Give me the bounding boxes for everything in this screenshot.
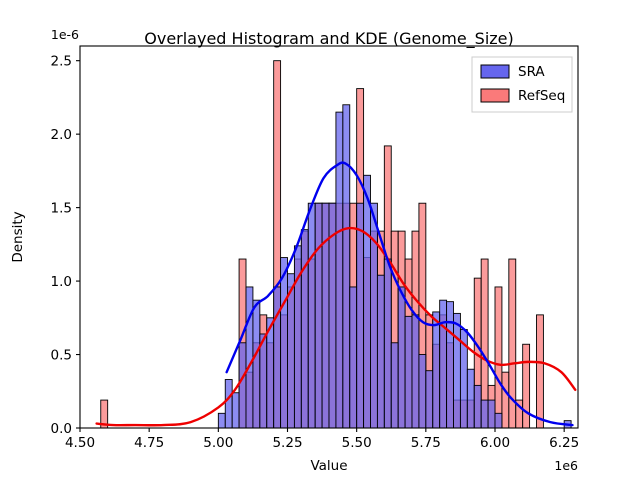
histogram-bar	[335, 111, 344, 429]
x-axis-label: Value	[310, 458, 347, 474]
legend-swatch-refseq	[480, 88, 510, 103]
histogram-bar	[224, 379, 233, 429]
x-tick-label: 6.00	[480, 435, 510, 451]
y-tick-label: 2.0	[51, 127, 72, 143]
histogram-bar	[480, 399, 489, 429]
histogram-bar	[501, 371, 510, 429]
histogram-bar	[300, 229, 309, 429]
x-tick-label: 6.25	[549, 435, 579, 451]
histogram-bar	[238, 342, 247, 429]
histogram-bar	[487, 399, 496, 429]
histogram-bar	[383, 258, 392, 429]
histogram-bar	[418, 354, 427, 429]
histogram-bar	[446, 301, 454, 429]
axes-spines	[79, 45, 579, 429]
x-tick-label: 5.00	[203, 435, 233, 451]
y-tick-label: 0.0	[51, 421, 72, 437]
histogram-bar	[397, 286, 406, 429]
histogram-bar	[494, 286, 503, 429]
kde-curve-sra	[225, 161, 574, 427]
histogram-bar	[536, 314, 544, 429]
histogram-bar	[321, 202, 330, 429]
histogram-bar	[342, 104, 351, 429]
histogram-bar	[432, 311, 441, 429]
x-tick-label: 5.25	[272, 435, 302, 451]
histogram-bar	[349, 286, 358, 429]
histogram-bar	[217, 412, 226, 429]
histogram-bar	[439, 299, 448, 429]
histogram-bar	[266, 317, 275, 429]
y-tick-label: 1.5	[51, 201, 72, 217]
y-axis-offset-text: 1e-6	[51, 27, 79, 42]
histogram-bar	[390, 342, 399, 429]
histogram-bar	[376, 274, 385, 429]
histogram-bar	[307, 202, 316, 429]
histogram-bar	[259, 333, 268, 429]
histogram-bar	[356, 202, 365, 429]
histogram-bar	[425, 370, 434, 429]
histogram-bar	[363, 174, 371, 429]
histogram-bar	[280, 257, 288, 429]
histogram-bar	[473, 384, 482, 429]
histogram-bar	[522, 343, 531, 429]
legend-label-refseq: RefSeq	[518, 88, 565, 104]
histogram-bar	[453, 312, 461, 429]
y-tick-label: 1.0	[51, 274, 72, 290]
histogram-bar	[466, 368, 475, 429]
histogram-bar	[494, 412, 503, 429]
y-axis-label: Density	[10, 211, 26, 262]
x-axis-ticks: 4.50 4.75 5.00 5.25 5.50 5.75 6.00 6.25	[65, 428, 579, 451]
histogram-bar	[245, 286, 254, 429]
legend-swatch-sra	[480, 64, 510, 79]
histogram-bar	[252, 299, 261, 429]
histogram-bar	[231, 392, 240, 429]
chart-title: Overlayed Histogram and KDE (Genome_Size…	[144, 29, 514, 49]
y-tick-label: 0.5	[51, 348, 72, 364]
histogram-bar	[411, 314, 420, 429]
y-axis-ticks: 0.0 0.5 1.0 1.5 2.0 2.5	[51, 54, 80, 437]
histogram-bar	[314, 202, 323, 429]
y-tick-label: 2.5	[51, 54, 72, 70]
legend-label-sra: SRA	[518, 64, 545, 80]
legend[interactable]: SRA RefSeq	[471, 56, 573, 113]
x-tick-label: 5.50	[342, 435, 372, 451]
kde-curve-refseq	[95, 226, 577, 427]
x-tick-label: 4.75	[134, 435, 164, 451]
x-tick-label: 5.75	[411, 435, 441, 451]
histogram-bar	[273, 286, 282, 429]
x-axis-offset-text: 1e6	[554, 458, 578, 473]
histogram-bar	[404, 315, 413, 429]
x-tick-label: 4.50	[65, 435, 95, 451]
